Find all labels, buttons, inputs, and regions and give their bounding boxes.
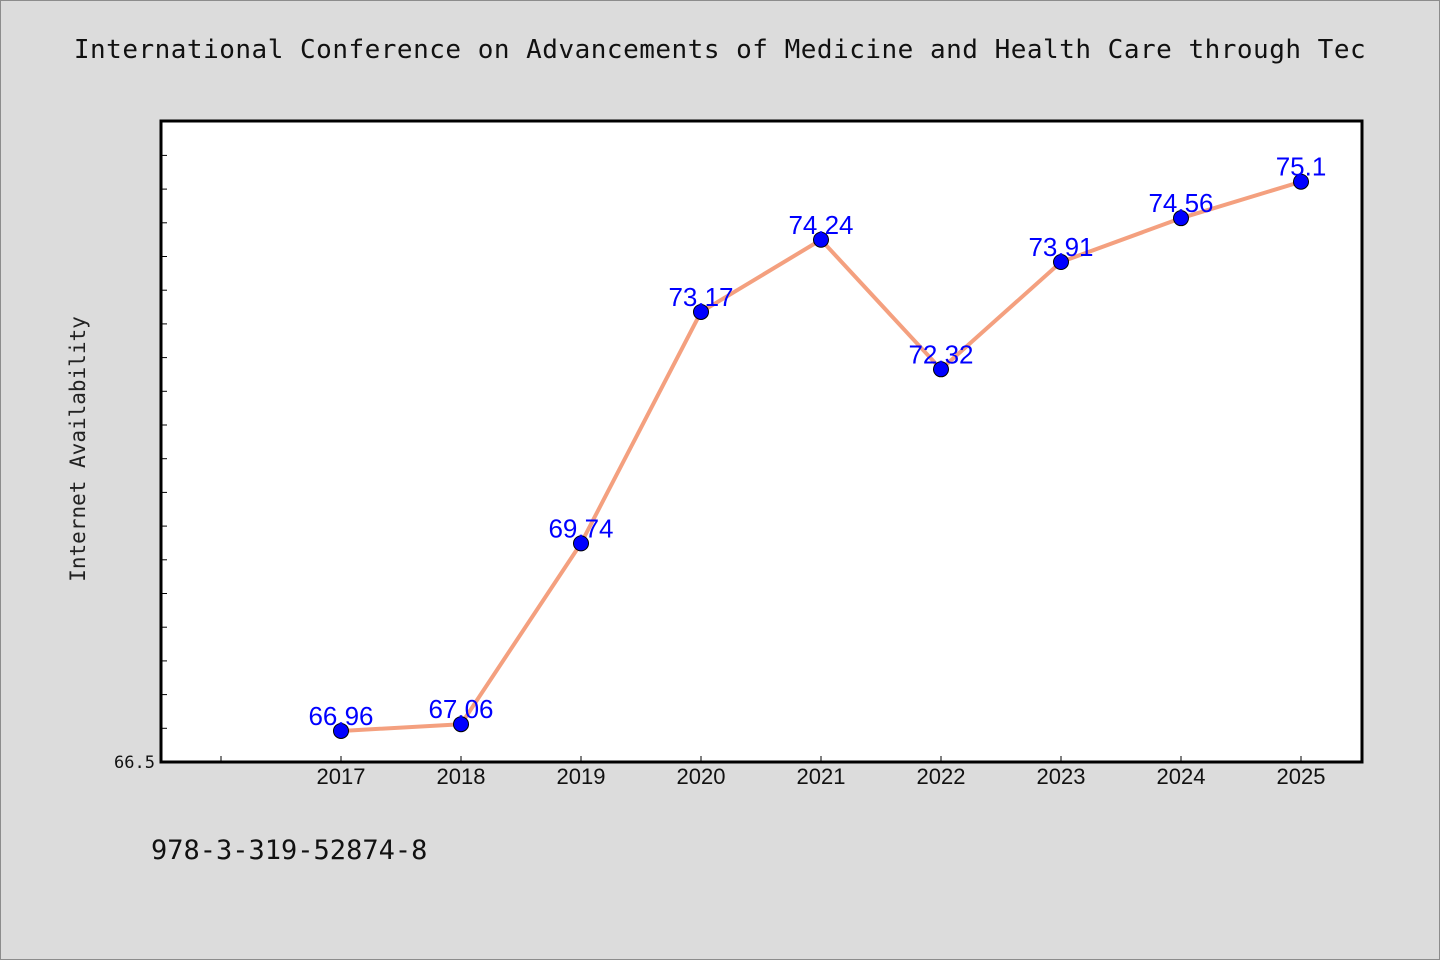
series-group: 66.96 67.06 69.74 73.17 74.24 72.32 73.91 74.56… xyxy=(308,152,1326,739)
data-label: 67.06 xyxy=(428,694,493,724)
x-tick-label: 2018 xyxy=(437,764,486,789)
y-axis-ticks: 66.5 xyxy=(114,154,167,773)
data-label: 69.74 xyxy=(548,513,613,543)
isbn-note: 978-3-319-52874-8 xyxy=(151,835,428,866)
x-tick-label: 2019 xyxy=(557,764,606,789)
data-label: 66.96 xyxy=(308,701,373,731)
x-tick-label: 2024 xyxy=(1157,764,1206,789)
data-point xyxy=(333,722,349,739)
data-label: 74.24 xyxy=(788,210,853,240)
data-point xyxy=(1293,173,1309,190)
data-label: 75.1 xyxy=(1276,152,1327,182)
x-tick-label: 2023 xyxy=(1037,764,1086,789)
data-label: 74.56 xyxy=(1148,188,1213,218)
x-axis-ticks: 2017 2018 2019 2020 2021 2022 2023 2024 2025 xyxy=(220,756,1326,789)
data-point xyxy=(573,535,589,552)
data-point xyxy=(1053,254,1069,271)
plot-area xyxy=(159,119,1364,764)
chart-title: International Conference on Advancements… xyxy=(73,35,1367,65)
y-axis-label: Internet Availability xyxy=(66,316,90,582)
data-point xyxy=(693,303,709,320)
data-point xyxy=(453,716,469,733)
data-label: 73.17 xyxy=(668,282,733,312)
x-tick-label: 2021 xyxy=(797,764,846,789)
y-tick-label: 66.5 xyxy=(114,753,155,773)
data-label: 73.91 xyxy=(1028,232,1093,262)
x-tick-label: 2025 xyxy=(1277,764,1326,789)
data-point xyxy=(813,231,829,248)
data-point xyxy=(1173,210,1189,227)
data-label: 72.32 xyxy=(908,339,973,369)
data-point xyxy=(933,361,949,378)
x-tick-label: 2020 xyxy=(677,764,726,789)
x-tick-label: 2017 xyxy=(317,764,366,789)
x-tick-label: 2022 xyxy=(917,764,966,789)
